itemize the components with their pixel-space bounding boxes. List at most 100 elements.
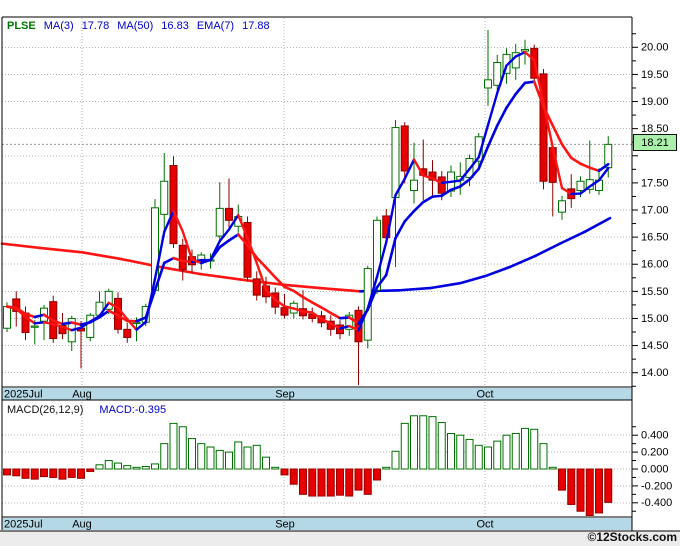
macd-bar bbox=[243, 446, 252, 470]
legend-ma50-label: MA(50) bbox=[117, 20, 154, 32]
macd-bar bbox=[225, 451, 233, 470]
chart-frame bbox=[0, 16, 680, 532]
month-label: Sep bbox=[275, 518, 295, 530]
macd-bar bbox=[299, 468, 307, 495]
macd-bar bbox=[400, 422, 409, 470]
price-axis-label: 15.50 bbox=[641, 286, 669, 298]
candle bbox=[280, 307, 289, 316]
legend-symbol: PLSE bbox=[7, 20, 36, 32]
macd-bar bbox=[530, 428, 539, 470]
macd-bar bbox=[410, 415, 418, 470]
macd-bar bbox=[40, 468, 48, 478]
legend-ma3-value: 17.78 bbox=[81, 20, 110, 32]
candle bbox=[502, 53, 511, 74]
macd-bar bbox=[595, 468, 603, 514]
candle bbox=[484, 79, 492, 89]
candle bbox=[539, 73, 548, 182]
candle bbox=[3, 306, 11, 329]
macd-histogram bbox=[3, 415, 613, 516]
macd-bar bbox=[391, 450, 400, 470]
candle bbox=[169, 165, 178, 245]
macd-bar bbox=[262, 456, 270, 470]
price-axis-label: 16.50 bbox=[641, 232, 669, 244]
candle bbox=[410, 179, 418, 191]
candle bbox=[400, 125, 409, 172]
candle bbox=[225, 207, 233, 221]
macd-bar bbox=[354, 468, 363, 491]
macd-bar bbox=[576, 468, 585, 512]
macd-axis-label: 0.000 bbox=[641, 463, 669, 475]
macd-bar bbox=[3, 468, 11, 476]
macd-bar bbox=[271, 466, 280, 470]
macd-axis-label: -0.200 bbox=[641, 480, 672, 492]
macd-bar bbox=[326, 468, 335, 497]
month-label: Sep bbox=[275, 388, 295, 400]
candle bbox=[558, 200, 566, 213]
ma50-line bbox=[0, 216, 612, 293]
candle bbox=[576, 180, 585, 191]
candle bbox=[345, 314, 354, 330]
macd-legend: MACD(26,12,9) MACD:-0.395 bbox=[7, 404, 166, 416]
current-price-badge: 18.21 bbox=[633, 134, 677, 151]
month-label: Aug bbox=[72, 388, 92, 400]
macd-bar bbox=[234, 441, 243, 470]
macd-bar bbox=[30, 468, 39, 480]
macd-bar bbox=[169, 422, 178, 470]
candle bbox=[30, 325, 39, 328]
price-axis-label: 18.50 bbox=[641, 123, 669, 135]
macd-bar bbox=[585, 468, 594, 516]
candle bbox=[160, 180, 169, 215]
macd-axis: 0.400 0.200 0.000 -0.200 -0.400 bbox=[632, 426, 672, 512]
macd-bar bbox=[86, 468, 95, 473]
macd-bar bbox=[104, 460, 113, 470]
price-axis-label: 19.50 bbox=[641, 69, 669, 81]
macd-bar bbox=[280, 468, 289, 476]
candle bbox=[86, 314, 95, 338]
price-axis-label: 17.00 bbox=[641, 204, 669, 216]
candle bbox=[178, 244, 187, 271]
candle bbox=[104, 290, 113, 310]
month-label: Aug bbox=[72, 518, 92, 530]
macd-bar bbox=[188, 438, 196, 470]
candlesticks bbox=[3, 29, 613, 386]
macd-bar bbox=[317, 468, 326, 497]
macd-bar bbox=[95, 464, 104, 470]
candle bbox=[437, 176, 446, 194]
macd-bar bbox=[345, 468, 354, 497]
month-label: 2025Jul bbox=[4, 388, 43, 400]
candle bbox=[391, 127, 400, 199]
macd-bar bbox=[539, 443, 548, 470]
macd-bar bbox=[428, 416, 437, 470]
candle bbox=[252, 278, 261, 296]
legend-ma50-value: 16.83 bbox=[161, 20, 189, 32]
month-label: Oct bbox=[476, 518, 493, 530]
macd-bar bbox=[604, 468, 613, 503]
candle bbox=[58, 325, 67, 335]
price-axis-label: 15.00 bbox=[641, 313, 669, 325]
macd-axis-label: -0.400 bbox=[641, 497, 672, 509]
macd-bar bbox=[419, 415, 428, 470]
macd-bar bbox=[49, 468, 58, 478]
watermark-label: ©12Stocks.com bbox=[587, 530, 677, 544]
macd-bar bbox=[12, 468, 21, 477]
month-axis-labels: 2025Jul Aug Sep Oct 2025Jul Aug Sep Oct bbox=[4, 388, 494, 530]
candle bbox=[493, 61, 502, 86]
macd-bar bbox=[336, 468, 344, 496]
macd-bar bbox=[289, 468, 298, 485]
price-axis-label: 17.50 bbox=[641, 177, 669, 189]
candle bbox=[123, 328, 132, 338]
macd-bar bbox=[558, 468, 566, 491]
legend-ema7-label: EMA(7) bbox=[196, 20, 235, 32]
indicator-legend: PLSE MA(3) 17.78 MA(50) 16.83 EMA(7) 17.… bbox=[7, 20, 270, 32]
macd-bar bbox=[474, 444, 483, 470]
price-axis-label: 16.00 bbox=[641, 259, 669, 271]
macd-bar bbox=[521, 427, 529, 470]
macd-bar bbox=[252, 444, 261, 470]
macd-bar bbox=[502, 434, 511, 470]
macd-bar bbox=[373, 468, 381, 481]
macd-bar bbox=[308, 468, 317, 497]
macd-bar bbox=[77, 468, 85, 479]
